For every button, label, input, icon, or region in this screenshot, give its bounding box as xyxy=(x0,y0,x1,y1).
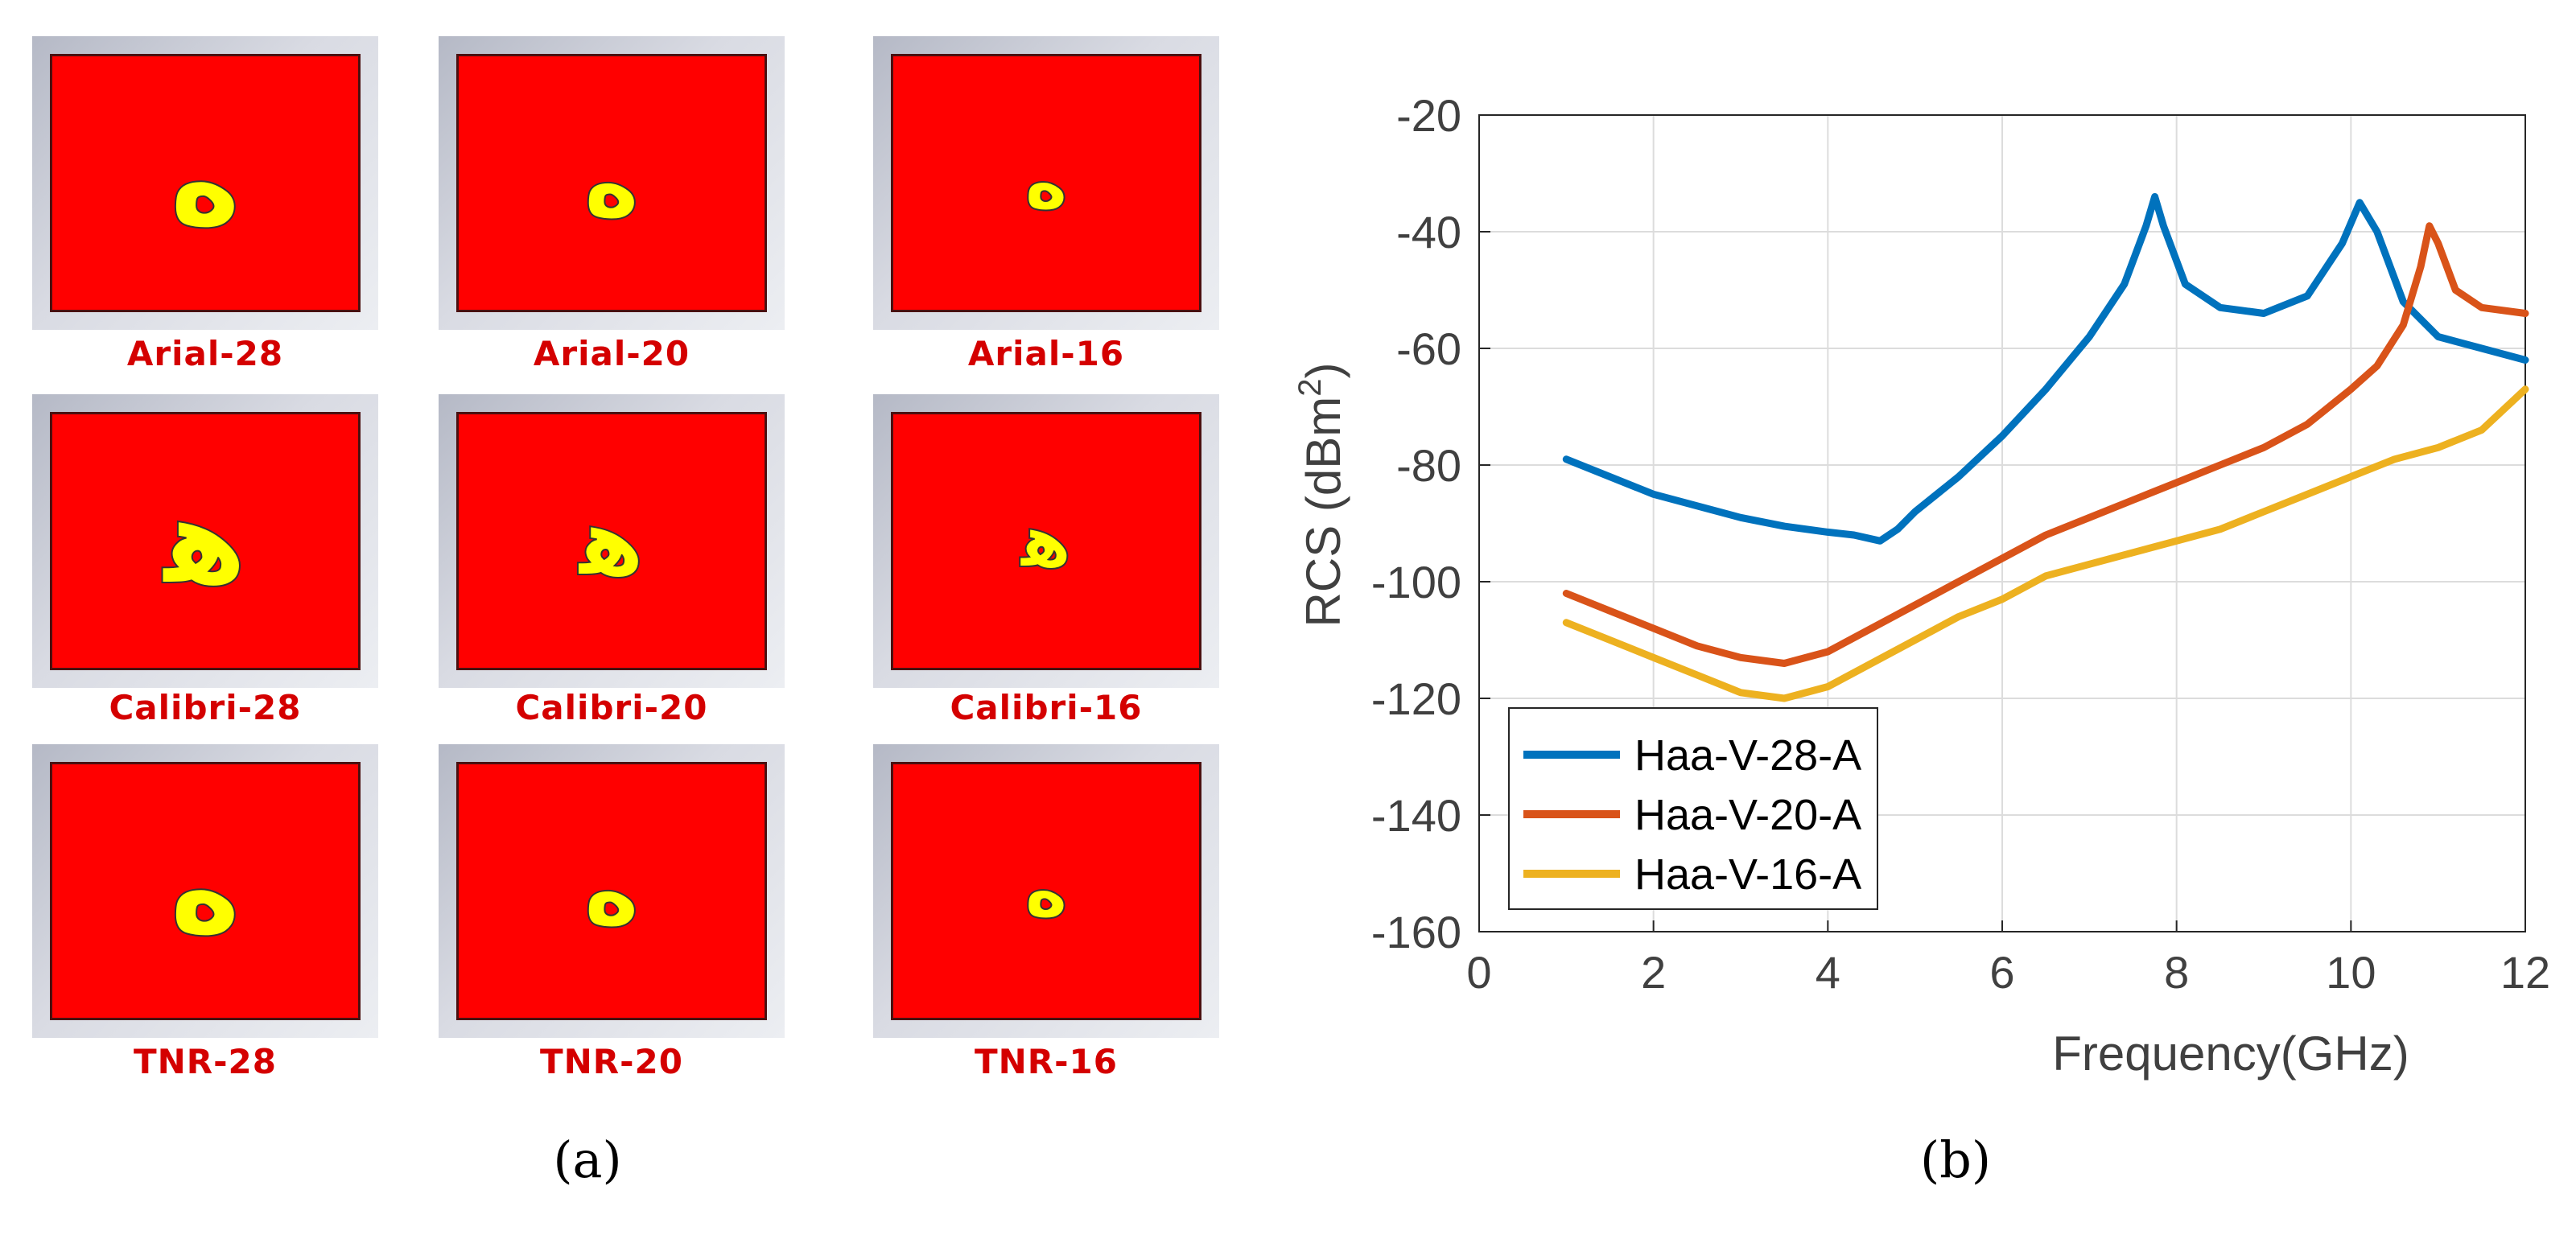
series-line xyxy=(1562,385,2529,702)
tile-caption: Arial-20 xyxy=(533,334,690,373)
arabic-letter-haa-glyph: ﻫ xyxy=(578,485,645,598)
red-patch: ه xyxy=(50,762,361,1020)
arabic-letter-haa-glyph: ه xyxy=(583,127,641,240)
arabic-letter-haa-glyph: ه xyxy=(169,113,242,254)
red-patch: ه xyxy=(50,54,361,312)
tile-caption: TNR-28 xyxy=(133,1042,278,1081)
x-tick-label: 8 xyxy=(2164,947,2189,998)
legend-label: Haa-V-28-A xyxy=(1634,731,1861,780)
y-tick-label: -20 xyxy=(1396,90,1461,141)
series-line xyxy=(1562,222,2529,667)
font-tile: ه xyxy=(873,36,1219,330)
font-tile: ه xyxy=(32,744,378,1038)
y-axis-label: RCS (dBm2) xyxy=(1292,363,1350,628)
legend: Haa-V-28-A Haa-V-20-A Haa-V-16-A xyxy=(1508,707,1878,910)
y-axis-label-text: RCS (dBm xyxy=(1296,397,1350,628)
tile-caption: Calibri-16 xyxy=(950,688,1143,727)
red-patch: ﻫ xyxy=(891,412,1201,670)
x-tick-label: 12 xyxy=(2500,947,2550,998)
rcs-line-chart: 0 2 4 6 8 10 12 -160 -140 -120 -100 -80 -60 -40 -20 Fr… xyxy=(1292,90,2550,1081)
series-lines xyxy=(1562,193,2529,702)
panel-label-b: (b) xyxy=(1919,1130,1992,1189)
legend-label: Haa-V-16-A xyxy=(1634,850,1861,899)
x-axis-label: Frequency(GHz) xyxy=(2052,1027,2409,1081)
font-tile: ﻫ xyxy=(873,394,1219,688)
series-line xyxy=(1562,193,2529,545)
arabic-letter-haa-glyph: ه xyxy=(1024,847,1069,935)
x-tick-label: 4 xyxy=(1816,947,1840,998)
tile-caption: TNR-16 xyxy=(974,1042,1119,1081)
x-tick-label: 10 xyxy=(2326,947,2376,998)
arabic-letter-haa-glyph: ﻫ xyxy=(1020,497,1073,585)
y-tick-label: -160 xyxy=(1371,907,1461,957)
y-tick-label: -40 xyxy=(1396,207,1461,257)
x-tick-label: 0 xyxy=(1466,947,1491,998)
red-patch: ه xyxy=(891,54,1201,312)
arabic-letter-haa-glyph: ﻫ xyxy=(163,471,248,612)
red-patch: ﻫ xyxy=(456,412,767,670)
y-axis-label-superscript: 2 xyxy=(1292,379,1328,397)
axis-ticks: 0 2 4 6 8 10 12 -160 -140 -120 -100 -80 -60 -40 -20 xyxy=(1371,90,2550,998)
tile-caption: TNR-20 xyxy=(539,1042,684,1081)
y-tick-label: -100 xyxy=(1371,557,1461,607)
arabic-letter-haa-glyph: ه xyxy=(583,835,641,948)
y-tick-label: -60 xyxy=(1396,323,1461,374)
panel-label-a: (a) xyxy=(553,1130,622,1189)
legend-label: Haa-V-20-A xyxy=(1634,791,1861,839)
font-tile: ه xyxy=(873,744,1219,1038)
x-tick-label: 6 xyxy=(1989,947,2014,998)
tile-caption: Arial-16 xyxy=(967,334,1125,373)
y-axis-label-close: ) xyxy=(1296,363,1350,379)
font-tile: ه xyxy=(439,36,785,330)
red-patch: ه xyxy=(456,54,767,312)
arabic-letter-haa-glyph: ه xyxy=(169,821,242,962)
red-patch: ه xyxy=(456,762,767,1020)
font-tile: ﻫ xyxy=(32,394,378,688)
arabic-letter-haa-glyph: ه xyxy=(1024,139,1069,227)
red-patch: ه xyxy=(891,762,1201,1020)
font-sample-grid: ه Arial-28 ه Arial-20 ه Arial-16 ﻫ Calibri-28 ﻫ C… xyxy=(0,0,1255,1235)
y-tick-label: -120 xyxy=(1371,673,1461,724)
font-tile: ه xyxy=(439,744,785,1038)
tile-caption: Calibri-20 xyxy=(515,688,708,727)
tile-caption: Calibri-28 xyxy=(109,688,302,727)
font-tile: ه xyxy=(32,36,378,330)
tile-caption: Arial-28 xyxy=(126,334,284,373)
red-patch: ﻫ xyxy=(50,412,361,670)
font-tile: ﻫ xyxy=(439,394,785,688)
y-tick-label: -140 xyxy=(1371,790,1461,841)
y-tick-label: -80 xyxy=(1396,440,1461,491)
x-tick-label: 2 xyxy=(1641,947,1666,998)
